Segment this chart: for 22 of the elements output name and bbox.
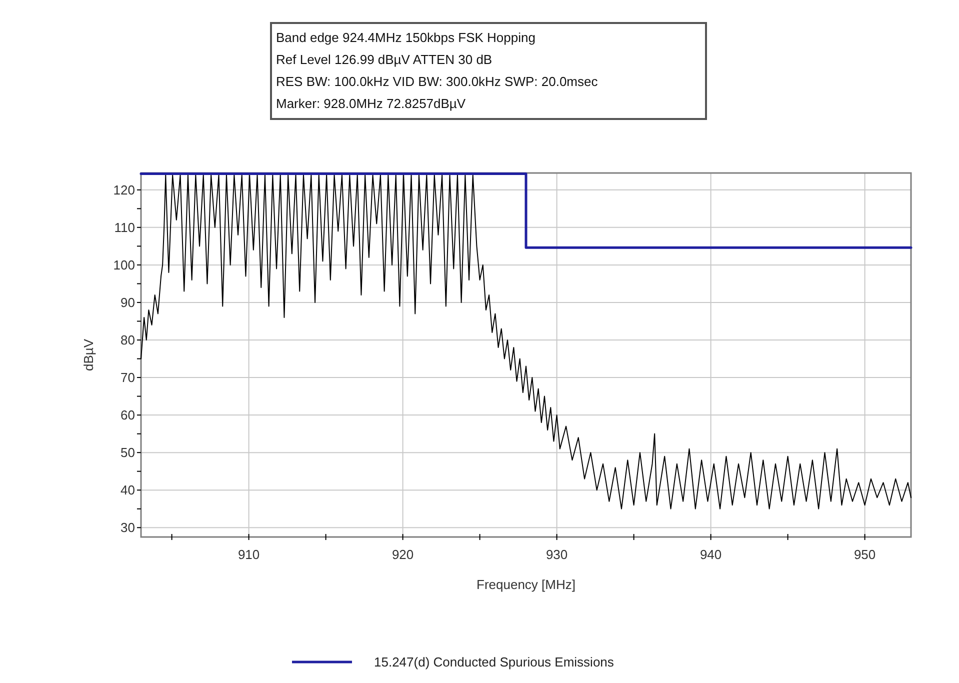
y-tick-label: 90 — [120, 295, 135, 310]
y-tick-label: 70 — [120, 370, 135, 386]
y-tick-label: 80 — [120, 332, 135, 348]
y-tick-label: 60 — [120, 408, 135, 423]
x-tick-label: 940 — [700, 547, 722, 562]
y-tick-label: 120 — [113, 182, 135, 198]
x-tick-label: 950 — [854, 547, 876, 562]
y-tick-label: 40 — [120, 482, 135, 498]
text: Marker: 928.0MHz 72.8257dBµV — [276, 96, 466, 111]
x-tick-label: 910 — [238, 547, 260, 562]
y-tick-label: 30 — [120, 520, 135, 536]
text: Ref Level 126.99 dBµV ATTEN 30 dB — [276, 52, 492, 67]
text: Band edge 924.4MHz 150kbps FSK Hopping — [276, 30, 536, 45]
x-tick-label: 930 — [546, 547, 568, 562]
legend-label: 15.247(d) Conducted Spurious Emissions — [374, 654, 614, 670]
y-tick-label: 100 — [113, 257, 135, 272]
y-tick-label: 50 — [120, 445, 135, 460]
y-axis-title: dBµV — [81, 338, 96, 372]
x-tick-label: 920 — [392, 547, 414, 562]
x-axis-title: Frequency [MHz] — [476, 577, 576, 592]
y-tick-label: 110 — [114, 220, 135, 235]
text: RES BW: 100.0kHz VID BW: 300.0kHz SWP: 20.0msec — [276, 74, 598, 89]
